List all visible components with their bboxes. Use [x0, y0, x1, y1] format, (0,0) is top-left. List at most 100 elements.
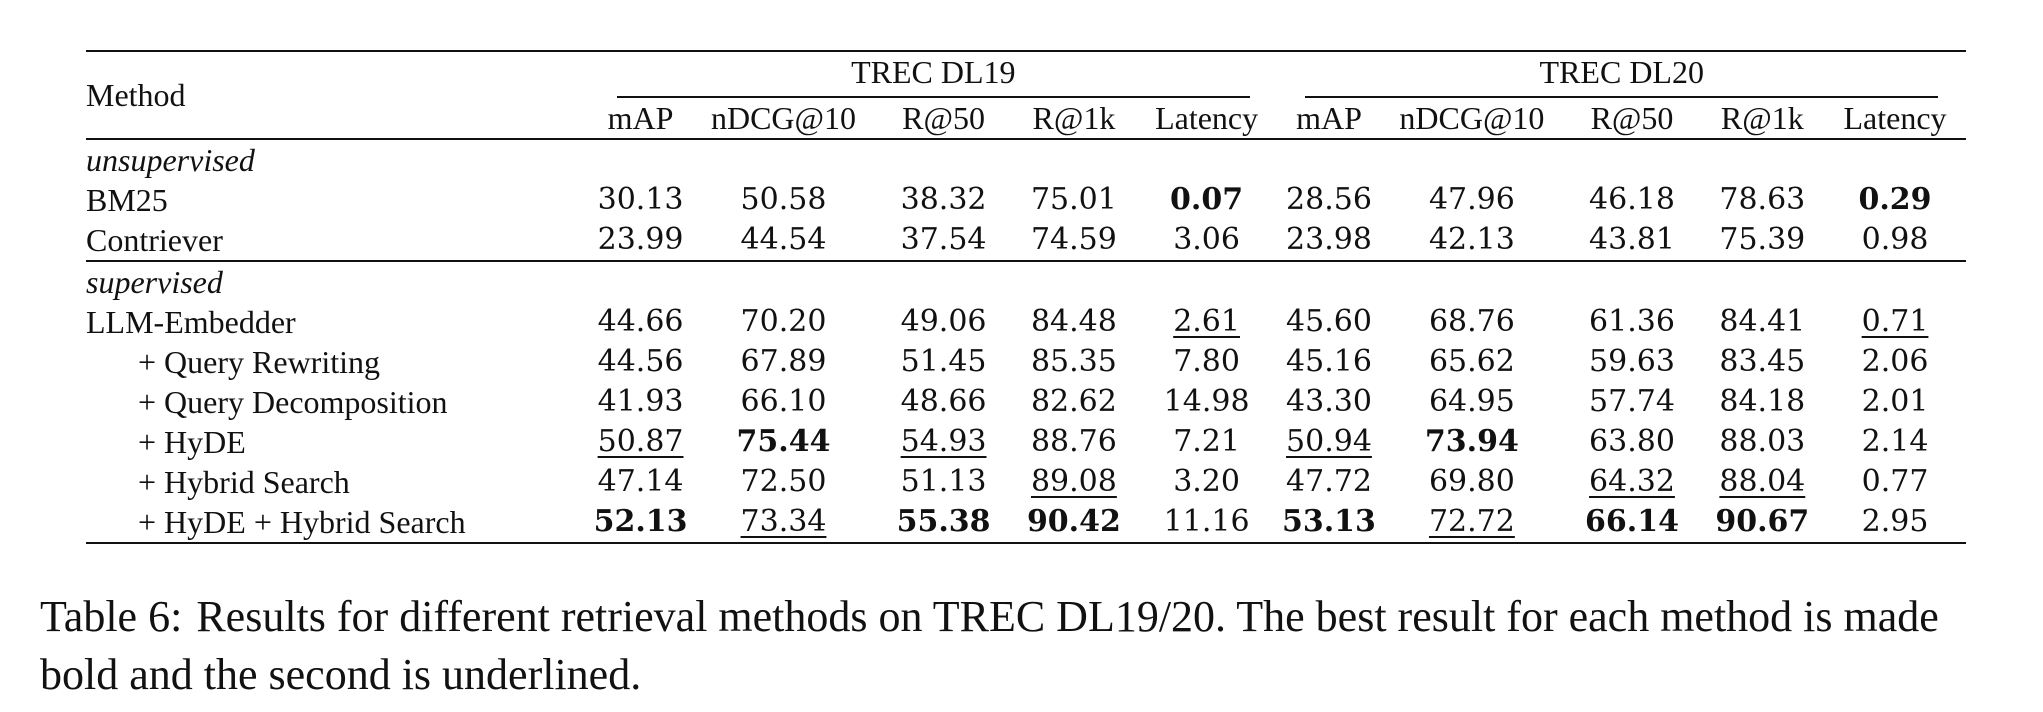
table-cell: 46.18 — [1563, 180, 1700, 220]
table-cell: 74.59 — [1012, 220, 1135, 261]
table-cell: 90.42 — [1012, 502, 1136, 544]
table-cell: 82.62 — [1012, 382, 1135, 422]
cell-value: 55.38 — [896, 504, 991, 539]
table-cell: 0.29 — [1824, 180, 1966, 220]
table-cell: 0.71 — [1824, 302, 1966, 342]
section-label: unsupervised — [86, 138, 1966, 180]
cell-value: 0.98 — [1861, 222, 1929, 257]
cell-value: 72.50 — [740, 464, 827, 499]
table-cell: 85.35 — [1012, 342, 1135, 382]
results-table: Method TREC DL19 TREC DL20 mAP nDCG@10 R@50 R@… — [86, 50, 1966, 544]
cell-value: 28.56 — [1286, 182, 1372, 217]
table-cell: 88.04 — [1701, 462, 1824, 502]
cell-value: 7.21 — [1173, 424, 1240, 459]
cell-value: 90.67 — [1715, 504, 1810, 539]
cell-value: 38.32 — [900, 182, 987, 217]
table-cell: 37.54 — [875, 220, 1012, 261]
caption-text: Results for different retrieval methods … — [40, 592, 1939, 699]
table-cell: 44.66 — [589, 302, 692, 342]
table-cell: 64.95 — [1380, 382, 1563, 422]
table-cell: 44.56 — [589, 342, 692, 382]
table-cell: 55.38 — [874, 502, 1013, 544]
table-cell: 72.72 — [1380, 502, 1564, 544]
table-cell: 67.89 — [692, 342, 875, 382]
cell-value: 73.34 — [740, 504, 827, 539]
table-cell: 7.80 — [1136, 342, 1278, 382]
table-row: + HyDE + Hybrid Search 52.13 73.34 55.38 90.… — [86, 502, 1966, 544]
table-cell: 66.14 — [1563, 502, 1701, 544]
table-cell: 51.13 — [875, 462, 1012, 502]
cell-value: 0.07 — [1170, 182, 1244, 217]
section-row: unsupervised — [86, 138, 1966, 180]
table-cell: 75.39 — [1701, 220, 1824, 261]
group-header: TREC DL20 — [1277, 50, 1966, 98]
table-cell: 69.80 — [1380, 462, 1563, 502]
cell-value: 46.18 — [1589, 182, 1675, 217]
method-name: + HyDE + Hybrid Search — [86, 502, 590, 544]
table-cell: 72.50 — [692, 462, 875, 502]
table-row: + Hybrid Search 47.14 72.50 51.13 89.08 3.20 4… — [86, 462, 1966, 502]
table-row: BM25 30.13 50.58 38.32 75.01 0.07 28.56 47.96 46… — [86, 180, 1966, 220]
table-cell: 70.20 — [692, 302, 875, 342]
table-cell: 48.66 — [875, 382, 1012, 422]
table-cell: 23.99 — [589, 220, 692, 261]
method-name: + Hybrid Search — [138, 464, 350, 500]
table-cell: 43.81 — [1563, 220, 1700, 261]
cell-value: 54.93 — [900, 424, 987, 459]
cell-value: 85.35 — [1030, 344, 1117, 379]
cell-value: 43.81 — [1589, 222, 1675, 257]
table-cell: 65.62 — [1380, 342, 1563, 382]
cell-value: 66.10 — [740, 384, 827, 419]
metric-header: R@50 — [1590, 100, 1674, 136]
table-cell: 0.07 — [1136, 180, 1278, 220]
table-cell: 14.98 — [1136, 382, 1278, 422]
metric-header: mAP — [1296, 100, 1362, 136]
cell-value: 73.94 — [1424, 424, 1519, 459]
table-cell: 2.14 — [1824, 422, 1966, 462]
table-cell: 53.13 — [1277, 502, 1381, 544]
table-cell: 64.32 — [1563, 462, 1700, 502]
cell-value: 44.66 — [597, 304, 684, 339]
cell-value: 50.94 — [1286, 424, 1372, 459]
table-cell: 47.72 — [1278, 462, 1381, 502]
table-cell: 23.98 — [1278, 220, 1381, 261]
cell-value: 45.16 — [1286, 344, 1372, 379]
cell-value: 50.87 — [597, 424, 684, 459]
table-cell: 3.20 — [1136, 462, 1278, 502]
table-cell: 68.76 — [1380, 302, 1563, 342]
method-name: Contriever — [86, 222, 223, 258]
cell-value: 50.58 — [740, 182, 827, 217]
method-name: LLM-Embedder — [86, 304, 296, 340]
table-cell: 47.14 — [589, 462, 692, 502]
group-header: TREC DL19 — [589, 50, 1278, 98]
cell-value: 75.39 — [1719, 222, 1806, 257]
table-cell: 84.18 — [1701, 382, 1824, 422]
cell-value: 23.98 — [1286, 222, 1372, 257]
cell-value: 47.14 — [597, 464, 684, 499]
table-cell: 7.21 — [1136, 422, 1278, 462]
cell-value: 7.80 — [1173, 344, 1240, 379]
cell-value: 70.20 — [740, 304, 827, 339]
cell-value: 69.80 — [1428, 464, 1515, 499]
table-cell: 11.16 — [1135, 502, 1278, 544]
cell-value: 2.14 — [1861, 424, 1929, 459]
table-cell: 44.54 — [692, 220, 875, 261]
cell-value: 75.44 — [736, 424, 831, 459]
cell-value: 37.54 — [900, 222, 987, 257]
cell-value: 44.54 — [740, 222, 827, 257]
table-cell: 42.13 — [1380, 220, 1563, 261]
cell-value: 11.16 — [1163, 504, 1250, 539]
cell-value: 75.01 — [1030, 182, 1117, 217]
cell-value: 2.06 — [1861, 344, 1929, 379]
cell-value: 82.62 — [1030, 384, 1117, 419]
table-cell: 88.76 — [1012, 422, 1135, 462]
cell-value: 52.13 — [593, 504, 688, 539]
table-cell: 2.61 — [1136, 302, 1278, 342]
cell-value: 0.71 — [1861, 304, 1929, 339]
cell-value: 43.30 — [1286, 384, 1372, 419]
cell-value: 72.72 — [1428, 504, 1515, 539]
table-cell: 49.06 — [875, 302, 1012, 342]
cell-value: 64.95 — [1428, 384, 1515, 419]
cell-value: 57.74 — [1589, 384, 1675, 419]
metric-header: R@1k — [1032, 100, 1116, 136]
